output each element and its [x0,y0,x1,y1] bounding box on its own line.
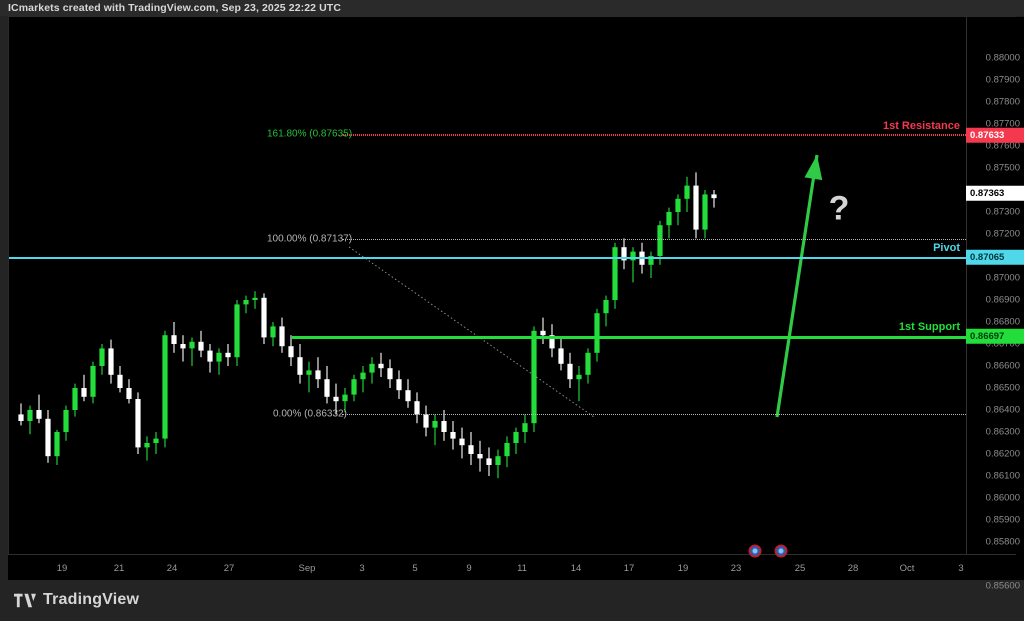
candle-group [18,172,717,479]
question-mark-annotation: ? [828,189,850,228]
fib-line-1618 [342,134,966,135]
price-axis-tick: 0.86700 [985,338,1020,350]
time-axis-tick: Oct [899,563,915,574]
pivot-line[interactable] [9,257,966,259]
fib-line-0 [342,414,966,415]
attribution-text: ICmarkets created with TradingView.com, … [8,2,342,14]
price-axis-tick: 0.87700 [985,118,1020,130]
price-axis-tick: 0.88000 [985,52,1020,64]
tradingview-brand-text: TradingView [43,591,140,608]
price-axis-tick: 0.87600 [985,140,1020,152]
fib-label-100: 100.00% (0.87137) [267,233,353,245]
economic-event-marker[interactable] [748,544,762,558]
price-axis-tick: 0.85800 [985,536,1020,548]
price-axis-tick: 0.87200 [985,228,1020,240]
pivot-price-badge: 0.87065 [966,249,1024,265]
price-axis-tick: 0.86800 [985,316,1020,328]
price-axis-tick: 0.86400 [985,404,1020,416]
time-axis-tick: 3 [359,563,365,574]
time-axis-tick: 17 [623,563,635,574]
chart-plot-area[interactable]: 161.80% (0.87635) 100.00% (0.87137) 0.00… [9,17,966,562]
time-axis-tick: 9 [466,563,472,574]
time-axis-tick: 14 [570,563,582,574]
time-axis-tick: 19 [56,563,68,574]
time-axis-tick: 19 [677,563,689,574]
economic-event-marker[interactable] [774,544,788,558]
price-axis-tick: 0.87900 [985,74,1020,86]
time-axis-tick: 23 [730,563,742,574]
price-axis-tick: 0.87500 [985,162,1020,174]
price-axis-tick: 0.86300 [985,426,1020,438]
resistance-price-badge: 0.87633 [966,127,1024,143]
time-axis-tick: 24 [166,563,178,574]
time-axis-tick: 25 [794,563,806,574]
resistance-label: 1st Resistance [882,120,960,132]
time-axis-tick: 27 [223,563,235,574]
fib-label-0: 0.00% (0.86332) [273,408,347,420]
attribution-bar: ICmarkets created with TradingView.com, … [0,0,1024,16]
time-axis-tick: 11 [517,563,527,574]
price-axis-tick: 0.85600 [985,580,1020,592]
fib-line-100 [342,239,966,240]
price-axis-tick: 0.86000 [985,492,1020,504]
price-axis-tick: 0.87300 [985,206,1020,218]
descending-trendline [348,246,595,418]
price-axis-tick: 0.86500 [985,382,1020,394]
candlestick-series [18,154,823,479]
price-axis-tick: 0.87000 [985,272,1020,284]
price-axis-tick: 0.86200 [985,448,1020,460]
time-axis-tick: 28 [847,563,859,574]
current-price-badge: 0.87363 [966,185,1024,201]
time-axis-tick: Sep [298,563,316,574]
price-axis-tick: 0.85900 [985,514,1020,526]
time-axis-tick: 21 [113,563,125,574]
resistance-line[interactable] [339,135,966,136]
support-price-badge: 0.86697 [966,328,1024,344]
pivot-label: Pivot [933,242,960,254]
time-scale-divider [8,554,1016,555]
price-scale-divider [966,17,967,562]
price-scale[interactable]: 0.88000 0.87900 0.87800 0.87700 0.87600 0.875… [966,17,1024,592]
time-axis-tick: 5 [412,563,418,574]
support-label: 1st Support [898,321,960,333]
price-axis-tick: 0.86100 [985,470,1020,482]
price-axis-tick: 0.87800 [985,96,1020,108]
support-line[interactable] [292,336,966,339]
time-axis-tick: 3 [958,563,964,574]
bullish-projection-arrow [775,154,823,418]
fib-label-1618: 161.80% (0.87635) [267,128,353,140]
tradingview-logo-icon [14,593,36,607]
price-axis-tick: 0.86900 [985,294,1020,306]
price-axis-tick: 0.86600 [985,360,1020,372]
time-scale[interactable]: 19 21 24 27 Sep 3 5 9 11 14 17 19 23 25 28 Oct 3 [8,554,1024,580]
tradingview-branding: TradingView [14,591,139,609]
